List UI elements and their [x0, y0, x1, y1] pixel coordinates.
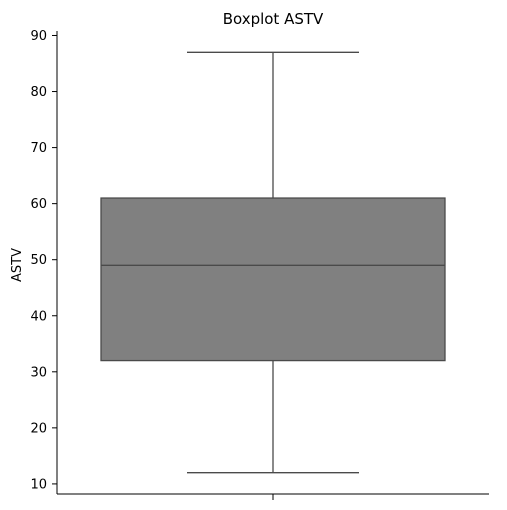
box-group	[101, 52, 445, 472]
y-ticks: 10 20 30 40 50 60 70 80 90	[30, 29, 57, 492]
y-tick-label-60: 60	[30, 197, 47, 212]
chart-title: Boxplot ASTV	[223, 10, 324, 28]
y-tick-label-10: 10	[30, 477, 47, 492]
y-tick-label-30: 30	[30, 365, 47, 380]
iqr-box	[101, 198, 445, 361]
y-tick-label-70: 70	[30, 141, 47, 156]
y-axis-label: ASTV	[10, 248, 25, 282]
y-tick-label-90: 90	[30, 29, 47, 44]
y-tick-label-20: 20	[30, 421, 47, 436]
y-tick-label-80: 80	[30, 85, 47, 100]
y-tick-label-50: 50	[30, 253, 47, 268]
y-tick-label-40: 40	[30, 309, 47, 324]
